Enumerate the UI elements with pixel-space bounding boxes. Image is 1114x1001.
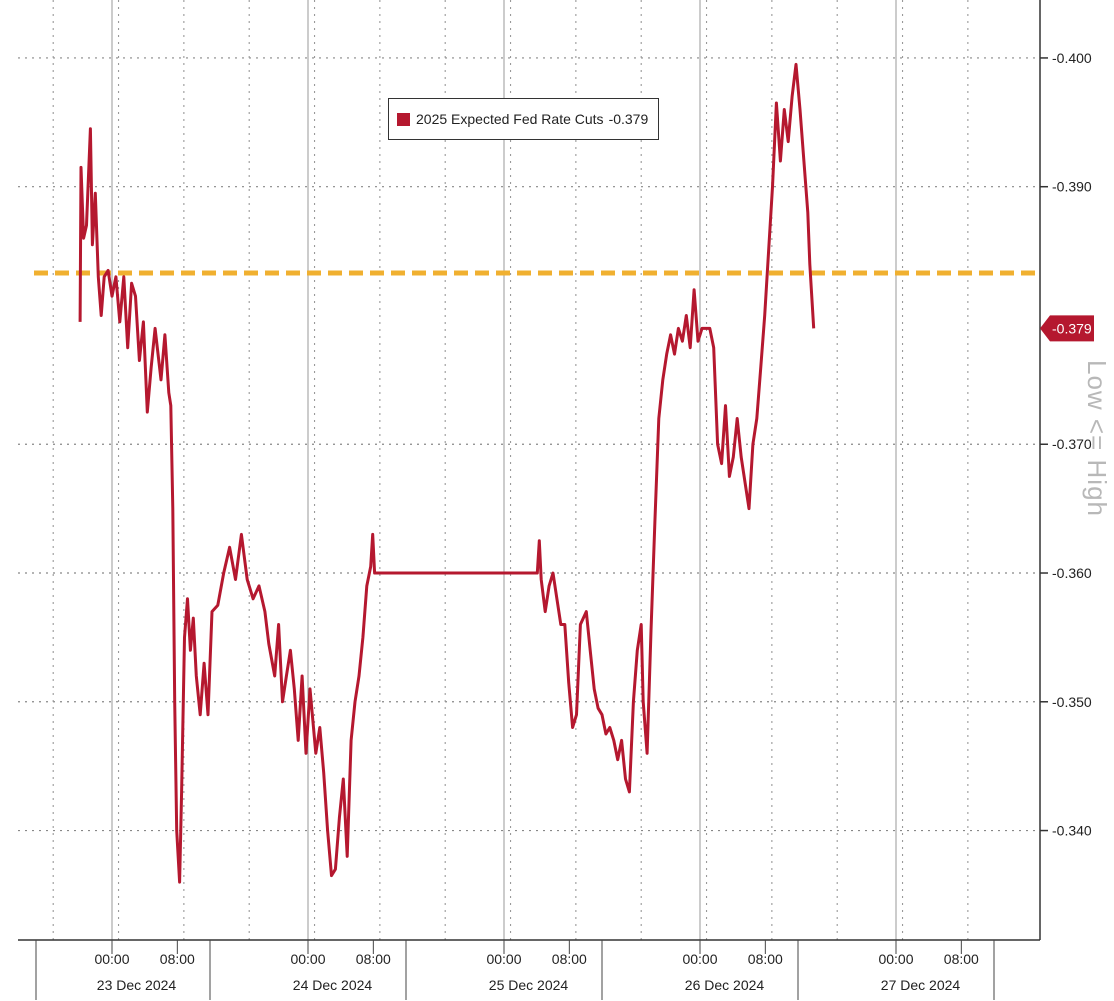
last-value-marker: -0.379 xyxy=(1040,315,1094,342)
legend-value: -0.379 xyxy=(608,111,649,127)
x-tick-label: 00:00 xyxy=(94,951,129,967)
series-line xyxy=(78,62,816,884)
axes xyxy=(18,0,1041,941)
legend-swatch xyxy=(397,112,410,126)
y-tick-label: -0.350 xyxy=(1052,694,1092,710)
y-tick-label: -0.400 xyxy=(1052,50,1092,66)
x-date-label: 24 Dec 2024 xyxy=(293,977,373,993)
x-tick-label: 00:00 xyxy=(290,951,325,967)
x-date-label: 26 Dec 2024 xyxy=(685,977,765,993)
x-tick-label: 08:00 xyxy=(356,951,391,967)
side-axis-label: Low <= High xyxy=(1082,360,1112,517)
x-tick-label: 08:00 xyxy=(552,951,587,967)
last-value-tag xyxy=(1040,315,1094,342)
x-tick-label: 00:00 xyxy=(878,951,913,967)
x-tick-label: 08:00 xyxy=(160,951,195,967)
legend-label: 2025 Expected Fed Rate Cuts xyxy=(416,111,604,127)
y-axis-ticks: -0.400 -0.390 -0.370 -0.360 -0.350 -0.340 xyxy=(1040,50,1092,839)
x-tick-label: 00:00 xyxy=(486,951,521,967)
x-date-label: 25 Dec 2024 xyxy=(489,977,569,993)
y-tick-label: -0.390 xyxy=(1052,179,1092,195)
y-tick-label: -0.360 xyxy=(1052,565,1092,581)
x-tick-label: 08:00 xyxy=(748,951,783,967)
x-tick-label: 00:00 xyxy=(682,951,717,967)
y-tick-label: -0.370 xyxy=(1052,436,1092,452)
last-value-label: -0.379 xyxy=(1052,320,1092,336)
y-tick-label: -0.340 xyxy=(1052,823,1092,839)
x-axis-ticks: 00:00 08:00 00:00 08:00 00:00 08:00 00:00 08:00… xyxy=(35,940,995,1000)
x-date-label: 23 Dec 2024 xyxy=(97,977,177,993)
x-date-label: 27 Dec 2024 xyxy=(881,977,961,993)
legend: 2025 Expected Fed Rate Cuts -0.379 xyxy=(388,98,660,140)
x-tick-label: 08:00 xyxy=(944,951,979,967)
